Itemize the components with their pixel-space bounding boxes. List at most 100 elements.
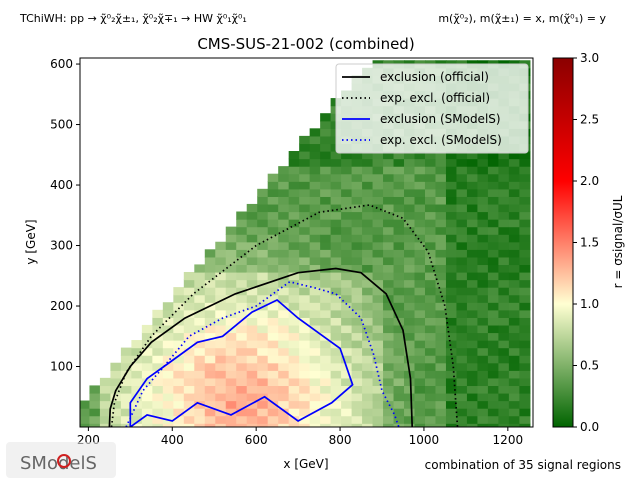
heatmap-cell [362, 279, 374, 288]
heatmap-cell [487, 347, 499, 356]
heatmap-cell [456, 271, 468, 281]
heatmap-cell [288, 370, 300, 379]
heatmap-cell [393, 423, 405, 427]
heatmap-cell [508, 166, 520, 175]
heatmap-cell [330, 294, 342, 303]
heatmap-cell [204, 355, 216, 364]
heatmap-cell [246, 256, 258, 266]
heatmap-cell [362, 226, 374, 235]
heatmap-cell [341, 211, 353, 220]
heatmap-cell [362, 166, 374, 175]
heatmap-cell [341, 347, 353, 356]
colorbar-label: r = σsignal/σUL [611, 195, 625, 288]
x-tick-label: 1000 [409, 433, 440, 447]
heatmap-cell [267, 392, 279, 402]
heatmap-cell [383, 370, 395, 379]
heatmap-cell [498, 173, 510, 182]
heatmap-cell [162, 332, 174, 341]
heatmap-cell [288, 256, 300, 266]
heatmap-cell [498, 219, 510, 228]
heatmap-cell [309, 385, 321, 394]
heatmap-cell [383, 264, 395, 273]
heatmap-cell [487, 203, 499, 213]
heatmap-cell [257, 287, 269, 296]
heatmap-cell [341, 264, 353, 273]
heatmap-cell [351, 392, 363, 402]
heatmap-cell [225, 347, 237, 356]
heatmap-cell [131, 400, 143, 409]
heatmap-cell [362, 392, 374, 402]
heatmap-cell [414, 279, 426, 288]
heatmap-cell [404, 392, 416, 402]
heatmap-cell [257, 385, 269, 394]
heatmap-cell [288, 355, 300, 364]
heatmap-cell [477, 166, 489, 175]
heatmap-cell [320, 309, 332, 318]
heatmap-cell [404, 188, 416, 197]
heatmap-cell [383, 408, 395, 417]
heatmap-cell [152, 317, 164, 326]
heatmap-cell [456, 294, 468, 303]
heatmap-cell [89, 408, 101, 417]
heatmap-cell [351, 340, 363, 349]
heatmap-cell [404, 355, 416, 364]
heatmap-cell [456, 279, 468, 288]
heatmap-cell [320, 113, 332, 122]
heatmap-cell [477, 340, 489, 349]
heatmap-cell [309, 332, 321, 341]
heatmap-cell [362, 211, 374, 220]
heatmap-cell [309, 188, 321, 197]
heatmap-cell [351, 256, 363, 266]
heatmap-cell [225, 264, 237, 273]
heatmap-cell [246, 408, 258, 417]
heatmap-cell [456, 166, 468, 175]
heatmap-cell [414, 309, 426, 318]
heatmap-cell [445, 264, 458, 273]
heatmap-cell [519, 264, 531, 273]
heatmap-cell [183, 355, 195, 364]
heatmap-cell [267, 249, 279, 258]
heatmap-cell [215, 362, 227, 371]
heatmap-cell [288, 203, 300, 213]
heatmap-cell [341, 271, 353, 281]
heatmap-cell [204, 370, 216, 379]
heatmap-cell [267, 203, 279, 213]
heatmap-cell [225, 362, 237, 371]
heatmap-cell [341, 340, 353, 349]
heatmap-cell [445, 279, 458, 288]
heatmap-cell [299, 324, 311, 334]
heatmap-cell [194, 302, 206, 311]
heatmap-cell [456, 226, 468, 235]
heatmap-cell [508, 264, 520, 273]
heatmap-cell [330, 377, 342, 387]
heatmap-cell [414, 211, 426, 220]
heatmap-cell [508, 317, 520, 326]
heatmap-cell [257, 340, 269, 349]
heatmap-cell [487, 173, 499, 182]
heatmap-cell [445, 317, 458, 326]
heatmap-cell [204, 249, 216, 258]
heatmap-cell [466, 370, 479, 379]
heatmap-cell [404, 241, 416, 250]
heatmap-cell [466, 158, 479, 167]
heatmap-cell [89, 385, 101, 394]
heatmap-cell [330, 340, 342, 349]
heatmap-cell [225, 241, 237, 250]
heatmap-cell [309, 226, 321, 235]
heatmap-cell [414, 294, 426, 303]
heatmap-cell [487, 287, 499, 296]
heatmap-cell [215, 340, 227, 349]
heatmap-cell [288, 181, 300, 190]
heatmap-cell [267, 317, 279, 326]
heatmap-cell [466, 362, 479, 371]
heatmap-cell [519, 173, 531, 182]
heatmap-cell [110, 392, 122, 402]
heatmap-cell [288, 264, 300, 273]
heatmap-cell [341, 287, 353, 296]
heatmap-cell [257, 211, 269, 220]
heatmap-cell [435, 158, 447, 167]
heatmap-cell [477, 264, 489, 273]
heatmap-cell [435, 271, 447, 281]
heatmap-cell [435, 408, 447, 417]
legend-label: exp. excl. (official) [380, 91, 490, 105]
